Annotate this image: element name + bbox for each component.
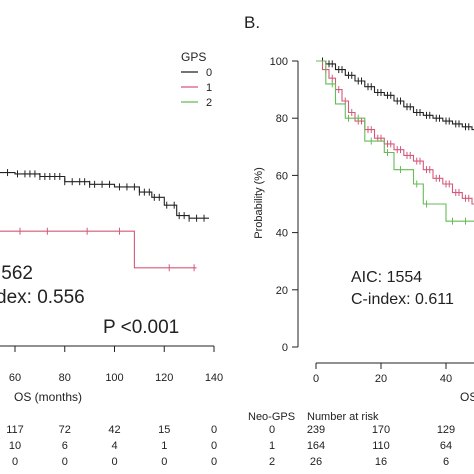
panel-a-x-tick-label-3: 120 [155,372,173,384]
panel-b-y-tick-label-3: 60 [276,170,288,182]
panel-a-risk-cell-1-4: 0 [211,440,217,452]
panel-b-risk-group-0: 0 [269,424,275,436]
panel-a-x-tick-label-1: 80 [59,372,71,384]
panel-a-x-tick-label-2: 100 [105,372,123,384]
panel-a-risk-cell-2-1: 0 [62,456,68,468]
panel-a-risk-cell-0-0: 117 [6,424,24,436]
panel-b-risk-cell-0-0: 239 [307,424,325,436]
panel-a-aic: .562 [0,263,33,284]
panel-b-risk-cell-1-0: 164 [307,440,325,452]
panel-b-axis: 0204060801000204060 [270,56,474,385]
panel-a-risk-cell-0-1: 72 [59,424,71,436]
panel-a-risk-table: 117 72 42 15 010 6 4 1 00 0 0 0 0 [6,424,217,468]
panel-b-x-tick-label-1: 20 [375,373,387,385]
panel-a-risk-cell-2-4: 0 [211,456,217,468]
panel-b-ylabel: Probability (%) [253,167,265,239]
panel-a-legend: GPS 0 1 2 [181,50,212,109]
panel-b-risk-cell-2-1: 16 [375,456,387,468]
panel-b-risk-group-1: 1 [269,440,275,452]
panel-b-series-line-2 [316,60,474,222]
panel-a-risk-cell-2-2: 0 [111,456,117,468]
panel-b-cindex: C-index: 0.611 [351,291,454,308]
panel-a-risk-cell-0-2: 42 [108,424,120,436]
panel-a-axis: 60 80 100 120 140 [0,345,223,384]
panel-b-risk-cell-1-1: 110 [372,440,390,452]
panel-a-pvalue: P <0.001 [103,317,179,338]
panel-b-y-tick-label-2: 40 [276,228,288,240]
panel-b-series-line-1 [316,60,474,205]
panel-b-x-tick-label-0: 0 [313,373,319,385]
panel-b-aic: AIC: 1554 [351,269,422,286]
legend-label-1: 1 [206,82,212,94]
panel-b-risk-cell-2-0: 26 [310,456,322,468]
panel-b-label: B. [244,13,260,32]
panel-b-series [316,57,474,225]
panel-b-risk-cell-1-2: 64 [440,440,452,452]
panel-a-x-tick-label-4: 140 [205,372,223,384]
panel-a-risk-cell-0-4: 0 [211,424,217,436]
panel-a-risk-cell-1-1: 6 [62,440,68,452]
panel-b-risk-cell-0-1: 170 [372,424,390,436]
panel-b-y-tick-label-4: 80 [276,113,288,125]
panel-a-x-tick-label-0: 60 [9,372,21,384]
panel-a-risk-cell-1-2: 4 [111,440,117,452]
panel-b-y-tick-label-5: 100 [270,56,288,68]
legend-title: GPS [181,50,206,64]
panel-b-x-tick-label-2: 40 [440,373,452,385]
legend-label-2: 2 [206,97,212,109]
panel-a-risk-cell-1-3: 1 [161,440,167,452]
panel-b-series-line-0 [316,60,474,131]
panel-a-series [0,169,209,272]
panel-b-y-tick-label-0: 0 [282,342,288,354]
panel-b-risk-cell-2-2: 6 [443,456,449,468]
panel-a-risk-cell-2-3: 0 [161,456,167,468]
panel-b-xlabel: OS [460,390,474,404]
panel-b-risk-table: 023917012985116411064402261662 [269,424,455,468]
panel-a-cindex: dex: 0.556 [0,287,85,308]
risk-header: Number at risk [307,411,379,423]
panel-b-risk-cell-0-2: 129 [437,424,455,436]
panel-a-series-line-1 [0,230,197,269]
risk-group-header: Neo-GPS [248,411,295,423]
panel-a-risk-cell-2-0: 0 [12,456,18,468]
panel-a-series-line-0 [0,172,209,219]
panel-b: B. Probability (%) 0204060801000204060 A… [244,13,474,468]
panel-a-xlabel: OS (months) [14,390,82,404]
legend-label-0: 0 [206,67,212,79]
panel-b-y-tick-label-1: 20 [276,285,288,297]
panel-a-risk-cell-1-0: 10 [9,440,21,452]
panel-a-risk-cell-0-3: 15 [158,424,170,436]
panel-b-risk-group-2: 2 [269,456,275,468]
